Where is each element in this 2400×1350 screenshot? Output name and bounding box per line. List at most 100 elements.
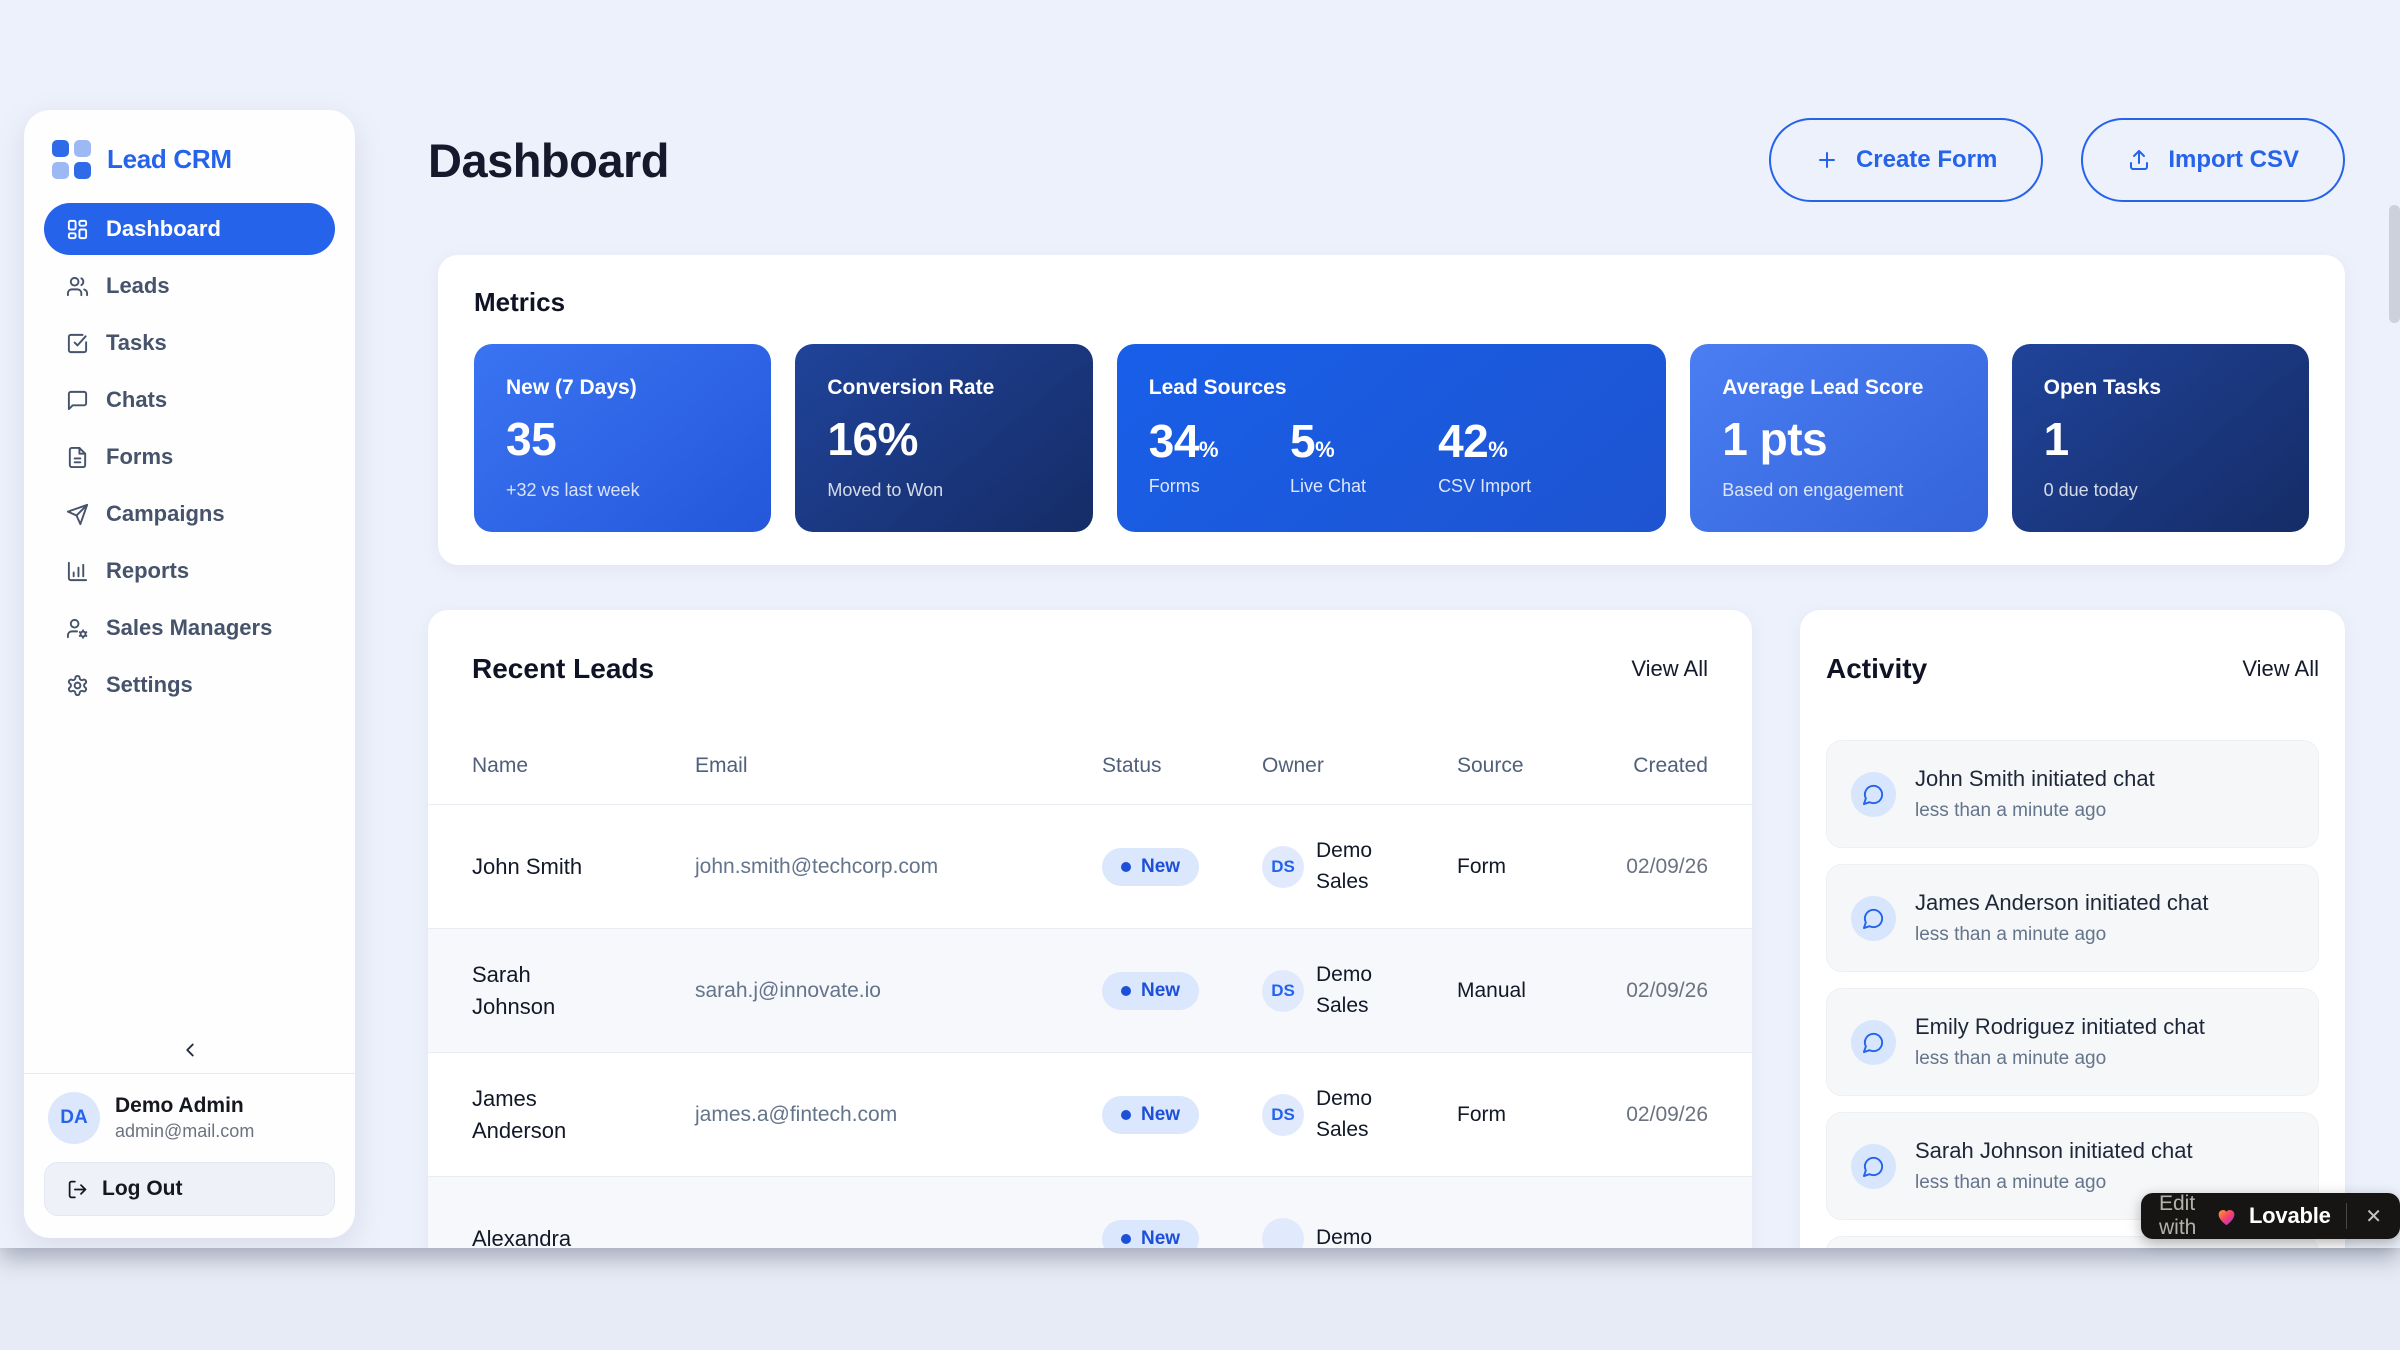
metric-stat-label: CSV Import xyxy=(1438,476,1532,496)
activity-time: less than a minute ago xyxy=(1915,1172,2107,1193)
metric-stat-label: Live Chat xyxy=(1290,476,1367,496)
lead-source: Manual xyxy=(1457,978,1526,1002)
logout-icon xyxy=(67,1179,88,1200)
metric-title: Average Lead Score xyxy=(1722,376,1924,399)
users-icon xyxy=(66,275,89,298)
sidebar-item-label: Forms xyxy=(106,444,174,469)
gear-icon xyxy=(66,674,89,697)
chart-icon xyxy=(66,560,89,583)
activity-item[interactable]: James Anderson initiated chat less than … xyxy=(1826,864,2319,972)
sidebar-item-forms[interactable]: Forms xyxy=(44,431,335,483)
metric-card-average-lead-score: Average Lead Score 1 pts Based on engage… xyxy=(1690,344,1988,532)
table-row[interactable]: John Smith john.smith@techcorp.com New D… xyxy=(428,805,1752,929)
chat-bubble-icon xyxy=(1851,895,1896,941)
table-row[interactable]: James Anderson james.a@fintech.com New D… xyxy=(428,1053,1752,1177)
sidebar-item-settings[interactable]: Settings xyxy=(44,659,335,711)
sidebar-item-label: Tasks xyxy=(106,330,167,355)
metrics-panel: Metrics New (7 Days) 35 +32 vs last week… xyxy=(438,255,2345,565)
sidebar-item-reports[interactable]: Reports xyxy=(44,545,335,597)
logout-button[interactable]: Log Out xyxy=(44,1162,335,1216)
metric-stat: 42% CSV Import xyxy=(1438,414,1531,497)
sidebar-footer: DA Demo Admin admin@mail.com Log Out xyxy=(24,1029,355,1238)
column-header-email: Email xyxy=(695,754,748,777)
owner-avatar: DS xyxy=(1262,969,1304,1012)
column-header-created: Created xyxy=(1633,754,1708,777)
sidebar-nav: Dashboard Leads Tasks Chats Forms Campai… xyxy=(24,203,355,711)
chat-bubble-icon xyxy=(1851,1019,1896,1065)
table-row[interactable]: Sarah Johnson sarah.j@innovate.io New DS… xyxy=(428,929,1752,1053)
activity-title: John Smith initiated chat xyxy=(1915,766,2155,791)
lead-source: Form xyxy=(1457,1102,1506,1126)
lead-owner: DS Demo Sales xyxy=(1262,960,1457,1021)
scrollbar-thumb[interactable] xyxy=(2389,205,2400,323)
sidebar-item-label: Campaigns xyxy=(106,501,225,526)
leads-table-header: Name Email Status Owner Source Created xyxy=(428,754,1752,805)
import-csv-button[interactable]: Import CSV xyxy=(2081,118,2345,202)
app-viewport: Lead CRM Dashboard Leads Tasks Chats For… xyxy=(24,110,2400,1248)
metric-card-open-tasks: Open Tasks 1 0 due today xyxy=(2011,344,2310,532)
lead-created: 02/09/26 xyxy=(1626,854,1708,878)
activity-heading: Activity xyxy=(1826,653,1928,684)
lovable-close-icon[interactable]: ✕ xyxy=(2365,1205,2382,1228)
lead-owner: Demo xyxy=(1262,1217,1457,1248)
activity-time: less than a minute ago xyxy=(1915,800,2107,821)
activity-item[interactable]: Emily Rodriguez initiated chat less than… xyxy=(1826,988,2319,1096)
sidebar-item-tasks[interactable]: Tasks xyxy=(44,317,335,369)
lead-name: John Smith xyxy=(472,853,583,879)
metric-title: Open Tasks xyxy=(2043,376,2162,399)
lead-email: sarah.j@innovate.io xyxy=(695,978,881,1002)
recent-leads-panel: Recent Leads View All Name Email Status Own… xyxy=(428,610,1752,1248)
activity-time: less than a minute ago xyxy=(1915,1048,2107,1069)
status-badge: New xyxy=(1102,971,1200,1010)
lead-email: james.a@fintech.com xyxy=(695,1102,898,1126)
lovable-badge-prefix: Edit with xyxy=(2159,1192,2197,1239)
metric-stat: 34% Forms xyxy=(1149,414,1219,497)
activity-item[interactable]: John Smith initiated chat less than a mi… xyxy=(1826,740,2319,848)
sidebar-collapse-button[interactable] xyxy=(24,1029,355,1073)
lead-created: 02/09/26 xyxy=(1626,978,1708,1002)
edit-with-lovable-badge[interactable]: Edit with Lovable ✕ xyxy=(2141,1192,2400,1239)
chat-bubble-icon xyxy=(1851,1143,1896,1189)
metric-subtext: 0 due today xyxy=(2043,480,2138,500)
recent-leads-view-all-link[interactable]: View All xyxy=(1631,656,1708,681)
sidebar-item-label: Settings xyxy=(106,672,193,697)
activity-view-all-link[interactable]: View All xyxy=(2242,656,2319,681)
create-form-button[interactable]: Create Form xyxy=(1768,118,2044,202)
status-dot-icon xyxy=(1121,1233,1131,1244)
header-actions: Create Form Import CSV xyxy=(1768,118,2345,202)
sidebar-item-chats[interactable]: Chats xyxy=(44,374,335,426)
metric-title: Conversion Rate xyxy=(827,376,995,399)
lead-owner: DS Demo Sales xyxy=(1262,1084,1457,1145)
brand-logo: Lead CRM xyxy=(24,110,355,185)
metric-subtext: Moved to Won xyxy=(827,480,944,500)
table-row[interactable]: Alexandra New Demo xyxy=(428,1177,1752,1248)
chat-bubble-icon xyxy=(1851,771,1896,817)
metric-value: 35 xyxy=(506,413,557,465)
column-header-name: Name xyxy=(472,754,529,777)
sidebar-item-dashboard[interactable]: Dashboard xyxy=(44,203,335,255)
sidebar-item-campaigns[interactable]: Campaigns xyxy=(44,488,335,540)
activity-title: James Anderson initiated chat xyxy=(1915,890,2209,915)
metric-title: New (7 Days) xyxy=(506,376,637,399)
metric-subtext: +32 vs last week xyxy=(506,480,640,500)
status-badge: New xyxy=(1102,1219,1200,1248)
metric-stat: 5% Live Chat xyxy=(1290,414,1366,497)
user-email: admin@mail.com xyxy=(115,1121,255,1141)
metric-cards: New (7 Days) 35 +32 vs last week Conversi… xyxy=(474,344,2310,532)
lovable-brand-label: Lovable xyxy=(2248,1203,2331,1228)
owner-name: Demo xyxy=(1316,1226,1373,1248)
lead-created: 02/09/26 xyxy=(1626,1102,1708,1126)
lead-owner: DS Demo Sales xyxy=(1262,836,1457,897)
sidebar-item-leads[interactable]: Leads xyxy=(44,260,335,312)
user-avatar: DA xyxy=(48,1092,100,1144)
sidebar-item-sales-managers[interactable]: Sales Managers xyxy=(44,602,335,654)
content-row: Recent Leads View All Name Email Status Own… xyxy=(428,610,2345,1248)
status-dot-icon xyxy=(1121,861,1131,872)
status-badge: New xyxy=(1102,847,1200,886)
lead-name: James Anderson xyxy=(472,1085,567,1143)
send-icon xyxy=(66,503,89,526)
activity-time: less than a minute ago xyxy=(1915,924,2107,945)
metric-subtext: Based on engagement xyxy=(1722,480,1904,500)
recent-leads-heading: Recent Leads xyxy=(472,653,655,684)
user-gear-icon xyxy=(66,617,89,640)
